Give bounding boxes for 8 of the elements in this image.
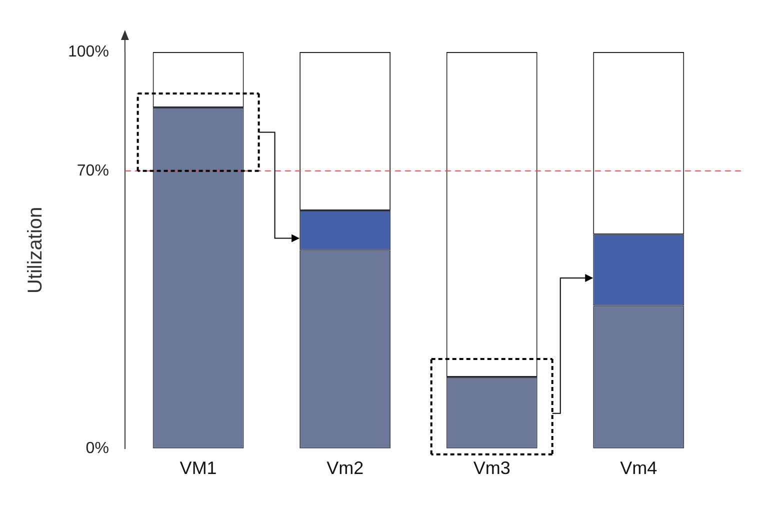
y-axis-title: Utilization (24, 206, 47, 294)
x-tick-label: Vm2 (326, 458, 364, 478)
y-tick-label: 100% (68, 43, 109, 60)
x-tick-label: Vm4 (620, 458, 658, 478)
x-tick-label: VM1 (180, 458, 217, 478)
x-tick-label: Vm3 (473, 458, 510, 478)
y-tick-label: 70% (76, 162, 109, 180)
y-tick-label: 0% (86, 440, 109, 457)
